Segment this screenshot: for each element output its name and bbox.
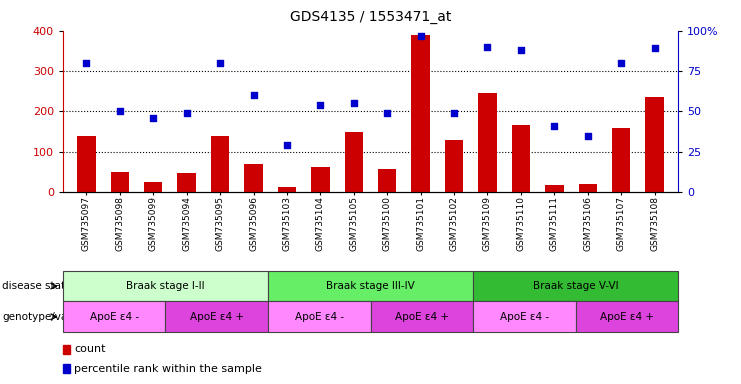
Point [582, 132, 594, 139]
Text: Braak stage V-VI: Braak stage V-VI [533, 281, 618, 291]
Point [648, 45, 660, 51]
Bar [612, 128, 631, 192]
Bar [545, 185, 564, 192]
Point [348, 100, 359, 106]
Point [415, 33, 427, 39]
Bar [311, 167, 330, 192]
Point [114, 108, 126, 114]
Bar [411, 35, 430, 192]
Point [247, 92, 259, 98]
Bar [177, 173, 196, 192]
Text: ApoE ε4 +: ApoE ε4 + [395, 312, 449, 322]
Bar [211, 136, 229, 192]
Text: Braak stage III-IV: Braak stage III-IV [326, 281, 415, 291]
Point [482, 44, 494, 50]
Text: ApoE ε4 -: ApoE ε4 - [499, 312, 549, 322]
Text: ApoE ε4 +: ApoE ε4 + [599, 312, 654, 322]
Text: ApoE ε4 -: ApoE ε4 - [295, 312, 344, 322]
Bar [77, 136, 96, 192]
Bar [579, 184, 597, 192]
Point [214, 60, 226, 66]
Point [81, 60, 93, 66]
Bar [378, 169, 396, 192]
Point [548, 123, 560, 129]
Text: ApoE ε4 +: ApoE ε4 + [190, 312, 244, 322]
Text: genotype/variation: genotype/variation [2, 312, 102, 322]
Text: ApoE ε4 -: ApoE ε4 - [90, 312, 139, 322]
Point [281, 142, 293, 148]
Text: count: count [74, 344, 106, 354]
Bar [345, 131, 363, 192]
Text: disease state: disease state [2, 281, 72, 291]
Bar [278, 187, 296, 192]
Point [615, 60, 627, 66]
Text: percentile rank within the sample: percentile rank within the sample [74, 364, 262, 374]
Text: GDS4135 / 1553471_at: GDS4135 / 1553471_at [290, 10, 451, 23]
Bar [645, 97, 664, 192]
Bar [478, 93, 496, 192]
Bar [110, 172, 129, 192]
Point [147, 115, 159, 121]
Point [181, 110, 193, 116]
Bar [144, 182, 162, 192]
Point [515, 47, 527, 53]
Bar [245, 164, 263, 192]
Bar [445, 140, 463, 192]
Point [382, 110, 393, 116]
Point [314, 102, 326, 108]
Point [448, 110, 460, 116]
Text: Braak stage I-II: Braak stage I-II [126, 281, 205, 291]
Bar [512, 126, 530, 192]
